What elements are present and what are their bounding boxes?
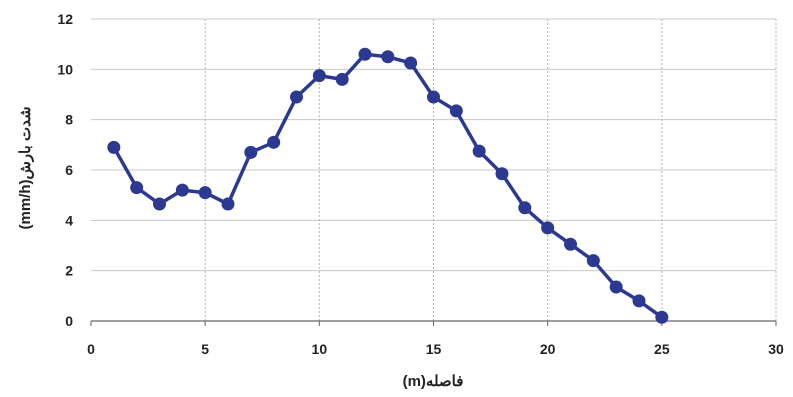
series-line [112, 52, 663, 319]
axes: 0 2 4 6 8 10 12 0 5 10 15 20 25 30 [57, 11, 784, 357]
series [107, 47, 669, 324]
data-point [335, 72, 349, 86]
data-point [495, 167, 509, 181]
data-point [472, 144, 486, 158]
x-axis-label: فاصله(m) [403, 373, 464, 390]
data-point [130, 181, 144, 195]
x-tick-label: 5 [201, 341, 209, 357]
data-point [267, 135, 281, 149]
data-point [244, 145, 258, 159]
x-tick-label: 0 [87, 341, 95, 357]
y-tick-label: 2 [65, 263, 73, 279]
y-tick-label: 4 [65, 212, 73, 228]
data-point [655, 310, 669, 324]
data-point [221, 197, 235, 211]
data-point [290, 90, 303, 104]
y-axis-label: شدت بارش(mm/h) [17, 106, 34, 229]
data-point [312, 69, 326, 83]
grid [91, 18, 777, 322]
y-tick-label: 8 [65, 112, 73, 128]
x-tick-label: 10 [312, 341, 328, 357]
x-tick-label: 20 [540, 341, 556, 357]
data-point [107, 140, 121, 154]
data-point [564, 237, 577, 251]
y-tick-label: 12 [57, 11, 73, 27]
data-point [404, 56, 418, 70]
data-point [175, 183, 189, 197]
data-point [541, 221, 555, 235]
data-point [632, 294, 646, 308]
data-point [609, 280, 623, 294]
data-point [358, 47, 372, 61]
data-point [427, 90, 440, 104]
data-point [586, 254, 600, 268]
data-point [198, 186, 212, 200]
data-point [449, 104, 463, 118]
data-point [153, 197, 166, 211]
x-tick-label: 30 [768, 341, 784, 357]
y-tick-label: 10 [57, 61, 73, 77]
x-tick-label: 25 [654, 341, 670, 357]
data-point [381, 50, 395, 64]
data-point [518, 201, 532, 215]
y-tick-label: 6 [65, 162, 73, 178]
x-tick-label: 15 [426, 341, 442, 357]
y-tick-label: 0 [65, 313, 73, 329]
